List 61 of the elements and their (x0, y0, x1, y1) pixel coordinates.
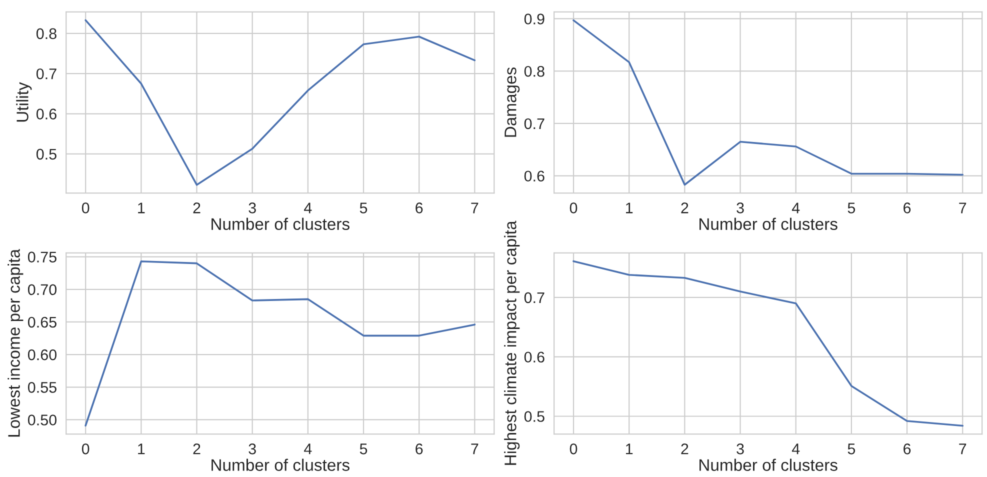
x-tick-label: 4 (792, 444, 800, 454)
y-tick-label: 0.6 (36, 108, 56, 120)
x-tick-label: 2 (681, 444, 688, 454)
y-tick-label: 0.6 (524, 170, 544, 182)
x-tick-label: 6 (416, 202, 423, 214)
line-series (84, 260, 476, 427)
x-tick-label: 1 (138, 444, 145, 454)
x-tick-label: 6 (416, 444, 423, 454)
y-tick-label: 0.8 (36, 28, 56, 40)
x-tick-label: 3 (248, 202, 256, 214)
y-tick-label: 0.75 (28, 252, 56, 262)
y-axis-title: Highest climate impact per capita (504, 220, 520, 465)
x-tick-label: 2 (681, 202, 688, 214)
x-tick-label: 3 (736, 202, 744, 214)
y-tick-label: 0.7 (36, 68, 56, 80)
line-series (572, 260, 964, 427)
x-axis-title: Number of clusters (212, 218, 350, 230)
x-tick-label: 4 (792, 202, 800, 214)
y-tick-label: 0.65 (28, 316, 56, 328)
x-tick-label: 1 (626, 444, 633, 454)
y-tick-label: 0.6 (524, 352, 544, 363)
x-tick-label: 2 (193, 444, 200, 454)
line-series (84, 19, 476, 186)
x-tick-label: 0 (82, 444, 90, 454)
x-axis-title: Number of clusters (700, 458, 838, 471)
x-tick-label: 1 (626, 202, 633, 214)
y-axis-title: Damages (504, 67, 520, 137)
x-tick-label: 7 (959, 444, 966, 454)
x-tick-label: 6 (904, 444, 911, 454)
y-tick-label: 0.5 (524, 411, 544, 422)
y-tick-label: 0.60 (28, 349, 57, 360)
y-tick-label: 0.8 (524, 66, 544, 77)
y-tick-label: 0.7 (524, 118, 544, 130)
x-tick-label: 3 (248, 444, 256, 454)
x-tick-label: 7 (471, 202, 478, 214)
y-tick-label: 0.50 (28, 414, 57, 426)
x-tick-label: 0 (570, 202, 578, 214)
x-tick-label: 7 (959, 202, 966, 214)
y-tick-label: 0.70 (28, 284, 57, 296)
x-axis-title: Number of clusters (212, 458, 350, 471)
y-tick-label: 0.9 (524, 14, 544, 24)
y-tick-label: 0.55 (28, 382, 56, 393)
x-tick-label: 0 (570, 444, 578, 454)
y-tick-label: 0.5 (36, 148, 56, 160)
x-tick-label: 5 (360, 202, 368, 214)
y-tick-label: 0.7 (524, 292, 544, 304)
x-tick-label: 5 (360, 444, 368, 454)
x-tick-label: 5 (848, 202, 856, 214)
x-tick-label: 1 (138, 202, 145, 214)
line-series (572, 19, 964, 186)
y-axis-title: Lowest income per capita (8, 248, 24, 437)
x-tick-label: 2 (193, 202, 200, 214)
x-tick-label: 4 (304, 202, 312, 214)
x-tick-label: 0 (82, 202, 90, 214)
x-tick-label: 4 (304, 444, 312, 454)
x-tick-label: 3 (736, 444, 744, 454)
x-tick-label: 6 (904, 202, 911, 214)
x-axis-title: Number of clusters (700, 218, 838, 230)
x-tick-label: 5 (848, 444, 856, 454)
x-tick-label: 7 (471, 444, 478, 454)
y-axis-title: Utility (16, 82, 32, 122)
